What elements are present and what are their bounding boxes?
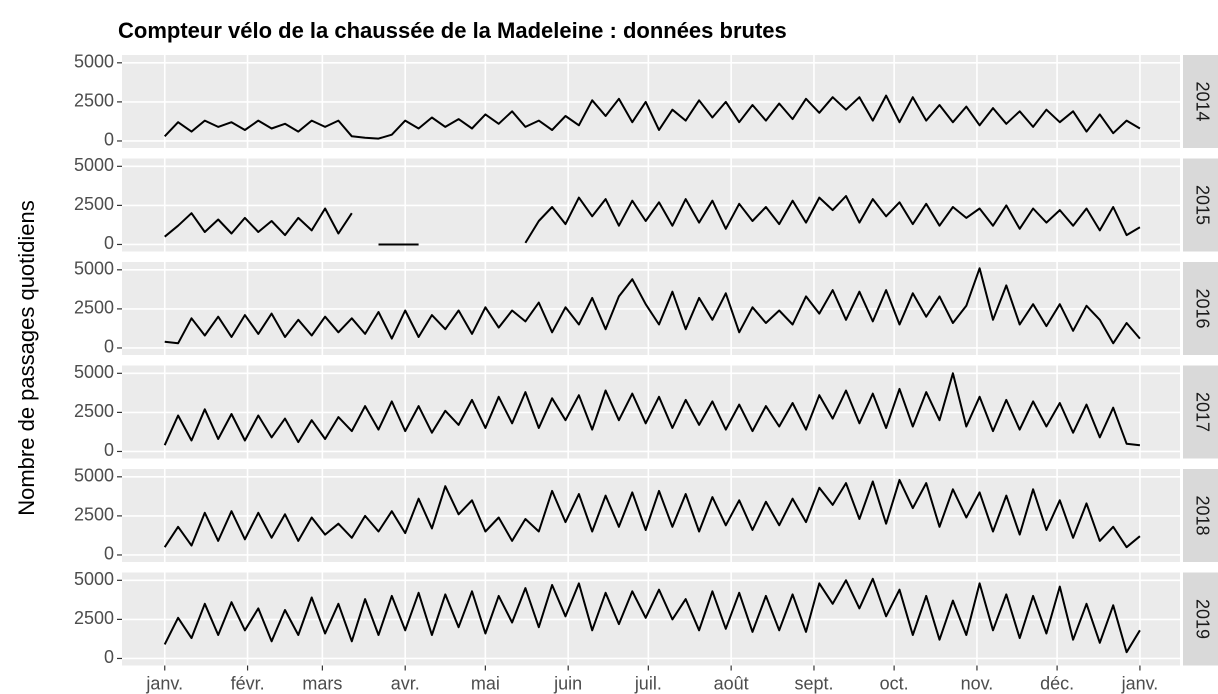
y-tick-label: 2500 — [74, 401, 114, 421]
data-line — [164, 267, 1141, 345]
y-tick-label: 5000 — [74, 466, 114, 486]
y-tick-label: 2500 — [74, 608, 114, 628]
y-tick-label: 0 — [104, 440, 114, 460]
y-tick-label: 2500 — [74, 91, 114, 111]
data-line — [164, 195, 1141, 246]
y-tick-label: 5000 — [74, 52, 114, 72]
y-axis-title: Nombre de passages quotidiens — [14, 200, 39, 516]
y-tick-label: 0 — [104, 544, 114, 564]
chart-title: Compteur vélo de la chaussée de la Madel… — [118, 18, 787, 43]
y-tick-label: 0 — [104, 337, 114, 357]
y-tick-label: 2500 — [74, 505, 114, 525]
x-tick-label: avr. — [391, 673, 420, 693]
y-tick-label: 0 — [104, 130, 114, 150]
data-line — [163, 372, 1141, 447]
y-tick-label: 2500 — [74, 298, 114, 318]
y-tick-label: 5000 — [74, 155, 114, 175]
y-tick-label: 2500 — [74, 194, 114, 214]
x-tick-label: oct. — [880, 673, 909, 693]
facet-label: 2018 — [1192, 495, 1212, 535]
facet-strip — [1183, 365, 1218, 459]
x-tick-label: nov. — [961, 673, 994, 693]
facet-label: 2019 — [1192, 599, 1212, 639]
y-tick-label: 0 — [104, 647, 114, 667]
y-tick-label: 5000 — [74, 259, 114, 279]
facet-strip — [1183, 158, 1218, 252]
facet-strip — [1183, 469, 1218, 562]
x-tick-label: août — [714, 673, 749, 693]
facet-label: 2016 — [1192, 288, 1212, 328]
x-tick-label: févr. — [231, 673, 265, 693]
x-tick-label: juil. — [634, 673, 662, 693]
x-tick-label: juin — [553, 673, 582, 693]
x-tick-label: déc. — [1040, 673, 1074, 693]
data-line — [163, 577, 1141, 654]
x-tick-label: mai — [471, 673, 500, 693]
x-tick-label: janv. — [145, 673, 183, 693]
x-tick-label: janv. — [1121, 673, 1159, 693]
facet-label: 2015 — [1192, 185, 1212, 225]
data-line — [163, 478, 1141, 549]
facet-strip — [1183, 55, 1218, 148]
y-tick-label: 0 — [104, 233, 114, 253]
y-tick-label: 5000 — [74, 569, 114, 589]
x-tick-label: sept. — [794, 673, 833, 693]
y-tick-label: 5000 — [74, 362, 114, 382]
facet-label: 2014 — [1192, 81, 1212, 121]
facet-label: 2017 — [1192, 392, 1212, 432]
facet-strip — [1183, 572, 1218, 666]
data-line — [163, 94, 1141, 140]
x-tick-label: mars — [302, 673, 342, 693]
facet-strip — [1183, 262, 1218, 355]
